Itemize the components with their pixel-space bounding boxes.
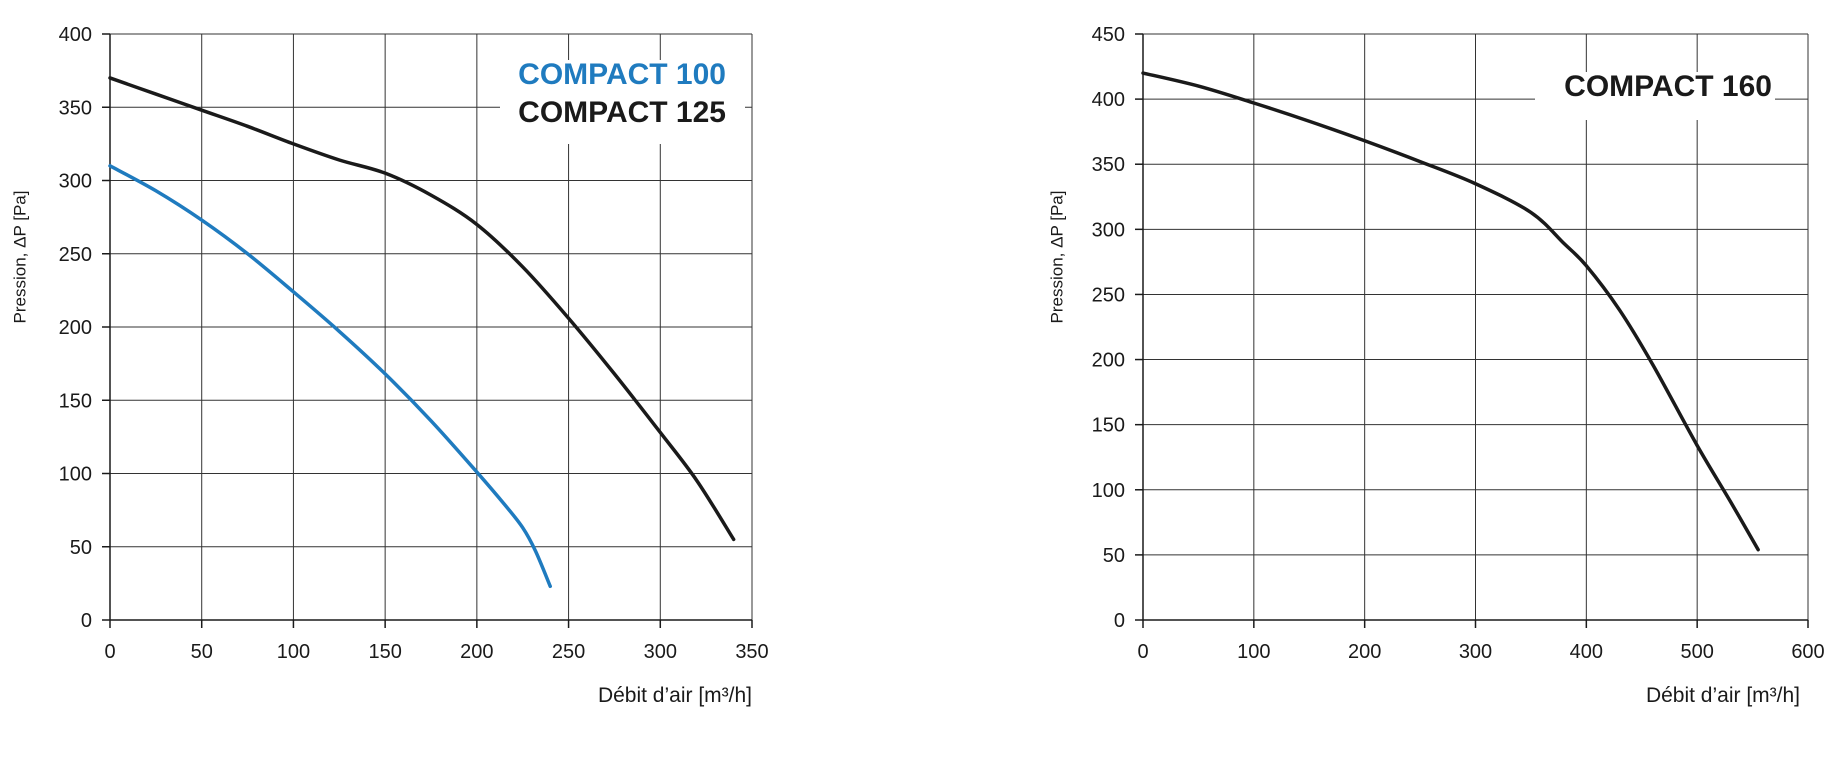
y-tick-label: 50 <box>70 537 92 559</box>
y-tick-label: 200 <box>59 317 92 339</box>
chart-compact-160: 0 100 200 300 400 500 600 0 50 100 150 200 250 300 350… <box>1048 24 1825 707</box>
legend-background <box>1535 72 1775 120</box>
x-tick-label: 50 <box>191 641 213 663</box>
x-tick-label: 300 <box>1459 641 1492 663</box>
legend-entry: COMPACT 125 <box>518 96 726 129</box>
series-line-compact-160 <box>1141 71 1760 552</box>
x-tick-label: 600 <box>1791 641 1824 663</box>
y-tick-label: 300 <box>1092 219 1125 241</box>
x-tick-label: 200 <box>460 641 493 663</box>
y-tick-label: 300 <box>59 171 92 193</box>
x-tick-label: 350 <box>735 641 768 663</box>
y-tick-label: 0 <box>81 610 92 632</box>
legend-entry: COMPACT 160 <box>1564 70 1772 103</box>
y-tick-label: 250 <box>59 244 92 266</box>
y-tick-label: 450 <box>1092 24 1125 46</box>
y-tick-label: 250 <box>1092 284 1125 306</box>
y-axis-label: Pression, ΔP [Pa] <box>11 191 30 324</box>
x-tick-label: 300 <box>644 641 677 663</box>
x-axis-label: Débit d’air [m³/h] <box>598 684 752 707</box>
legend-background <box>500 60 745 144</box>
x-tick-label: 500 <box>1680 641 1713 663</box>
y-tick-label: 350 <box>1092 154 1125 176</box>
y-tick-label: 100 <box>59 464 92 486</box>
x-tick-label: 200 <box>1348 641 1381 663</box>
series-line-compact-100 <box>108 164 552 589</box>
y-tick-label: 0 <box>1114 610 1125 632</box>
x-tick-label: 150 <box>368 641 401 663</box>
series-line-compact-125 <box>108 76 736 542</box>
x-tick-label: 100 <box>1237 641 1270 663</box>
chart-compact-100-125: 0 50 100 150 200 250 300 350 0 50 100 150 200 250 300 3… <box>11 24 769 707</box>
x-tick-label: 400 <box>1570 641 1603 663</box>
y-tick-label: 150 <box>59 390 92 412</box>
x-tick-label: 0 <box>104 641 115 663</box>
y-tick-label: 50 <box>1103 545 1125 567</box>
y-tick-label: 350 <box>59 97 92 119</box>
y-tick-label: 400 <box>59 24 92 46</box>
x-tick-label: 0 <box>1137 641 1148 663</box>
y-tick-label: 200 <box>1092 350 1125 372</box>
y-axis-label: Pression, ΔP [Pa] <box>1048 191 1067 324</box>
y-tick-label: 150 <box>1092 415 1125 437</box>
y-tick-label: 400 <box>1092 89 1125 111</box>
y-tick-label: 100 <box>1092 480 1125 502</box>
legend-entry: COMPACT 100 <box>518 58 726 91</box>
x-tick-label: 100 <box>277 641 310 663</box>
x-axis-label: Débit d’air [m³/h] <box>1646 684 1800 707</box>
x-tick-label: 250 <box>552 641 585 663</box>
